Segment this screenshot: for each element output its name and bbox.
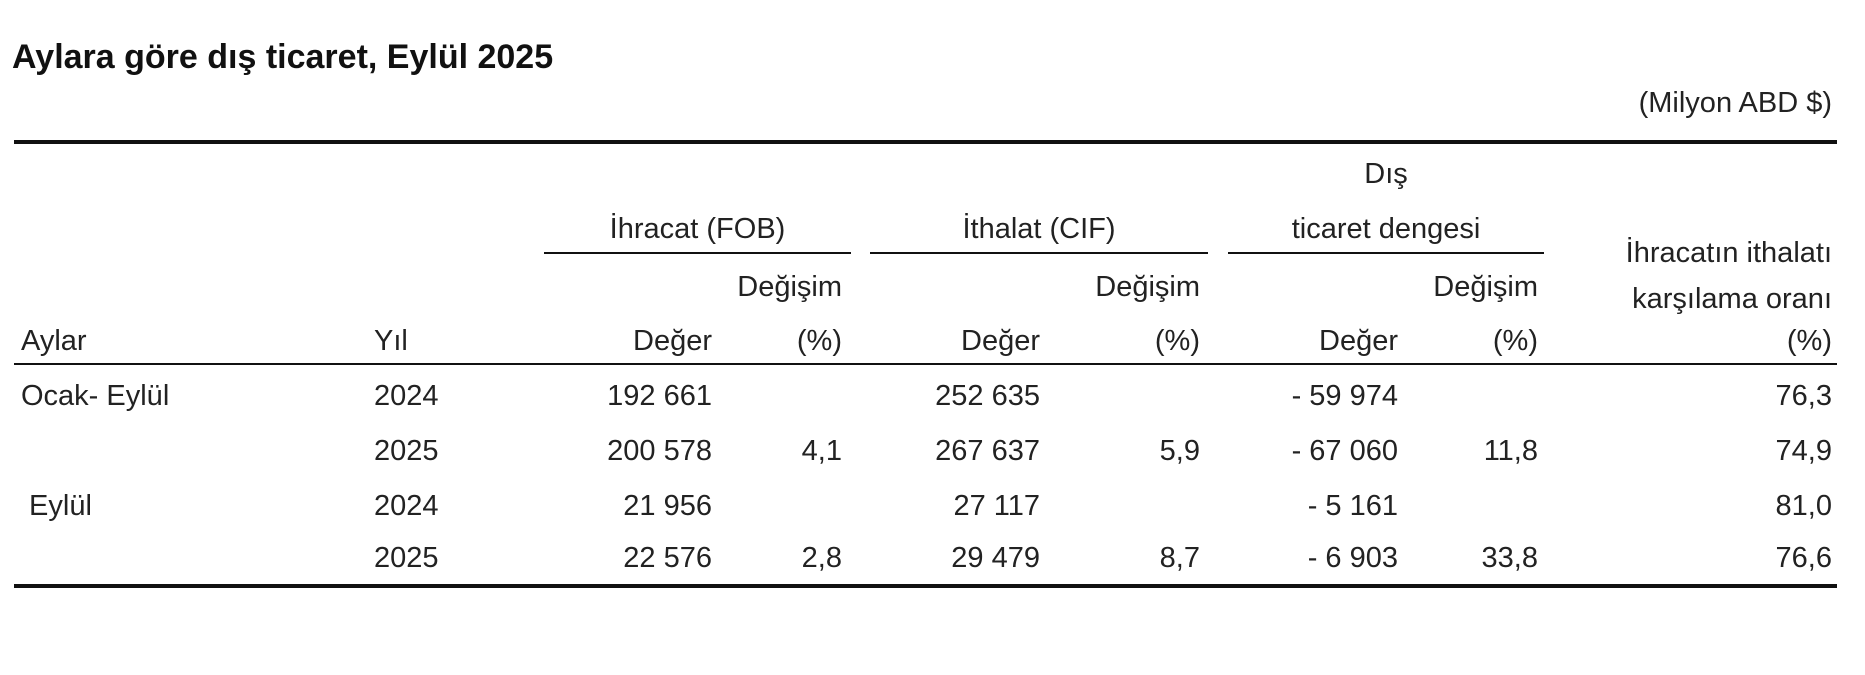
header-exports-change: Değişim — [737, 271, 842, 303]
header-imports-pct: (%) — [1154, 325, 1200, 357]
header-coverage-line2: karşılama oranı — [1632, 283, 1832, 315]
header-balance-pct: (%) — [1492, 325, 1538, 357]
row-coverage: 74,9 — [1775, 435, 1832, 467]
table-top-rule — [14, 140, 1837, 144]
exports-group-rule — [544, 252, 851, 254]
row-balance-value: - 5 161 — [1307, 490, 1398, 522]
header-year: Yıl — [374, 325, 408, 357]
header-imports-group: İthalat (CIF) — [962, 213, 1116, 245]
header-imports-value: Değer — [961, 325, 1040, 357]
row-exports-pct: 2,8 — [801, 542, 842, 574]
row-exports-pct: 4,1 — [801, 435, 842, 467]
row-year: 2024 — [374, 380, 439, 412]
row-coverage: 76,3 — [1775, 380, 1832, 412]
row-imports-value: 252 635 — [935, 380, 1040, 412]
header-coverage-line1: İhracatın ithalatı — [1625, 237, 1832, 269]
row-period: Eylül — [21, 490, 92, 522]
row-imports-value: 267 637 — [935, 435, 1040, 467]
header-balance-change: Değişim — [1433, 271, 1538, 303]
row-year: 2024 — [374, 490, 439, 522]
header-exports-group: İhracat (FOB) — [609, 213, 786, 245]
row-balance-value: - 67 060 — [1291, 435, 1398, 467]
header-balance-group-line1: Dış — [1364, 158, 1408, 190]
row-balance-pct: 33,8 — [1481, 542, 1538, 574]
row-exports-value: 21 956 — [623, 490, 712, 522]
header-months: Aylar — [21, 325, 87, 357]
table-bottom-rule — [14, 584, 1837, 588]
row-period: Ocak- Eylül — [21, 380, 170, 412]
row-balance-value: - 59 974 — [1291, 380, 1398, 412]
row-imports-value: 27 117 — [953, 490, 1040, 522]
row-imports-pct: 5,9 — [1159, 435, 1200, 467]
row-exports-value: 192 661 — [607, 380, 712, 412]
row-imports-value: 29 479 — [951, 542, 1040, 574]
imports-group-rule — [870, 252, 1208, 254]
header-exports-pct: (%) — [796, 325, 842, 357]
header-bottom-rule — [14, 363, 1837, 365]
header-exports-value: Değer — [633, 325, 712, 357]
balance-group-rule — [1228, 252, 1544, 254]
row-coverage: 81,0 — [1775, 490, 1832, 522]
row-exports-value: 200 578 — [607, 435, 712, 467]
unit-label: (Milyon ABD $) — [1638, 87, 1832, 119]
row-imports-pct: 8,7 — [1159, 542, 1200, 574]
row-year: 2025 — [374, 435, 439, 467]
page-title: Aylara göre dış ticaret, Eylül 2025 — [12, 38, 554, 76]
row-year: 2025 — [374, 542, 439, 574]
row-balance-value: - 6 903 — [1307, 542, 1398, 574]
header-balance-group-line2: ticaret dengesi — [1291, 213, 1481, 245]
row-coverage: 76,6 — [1775, 542, 1832, 574]
header-imports-change: Değişim — [1095, 271, 1200, 303]
header-balance-value: Değer — [1319, 325, 1398, 357]
header-coverage-pct: (%) — [1786, 325, 1832, 357]
row-balance-pct: 11,8 — [1483, 435, 1538, 467]
row-exports-value: 22 576 — [623, 542, 712, 574]
